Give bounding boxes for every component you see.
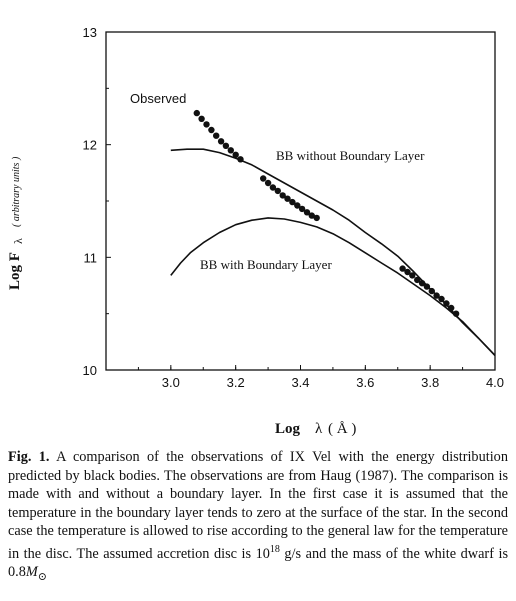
annotation-observed: Observed	[130, 91, 186, 106]
observed-point	[399, 265, 406, 272]
observed-point	[203, 121, 210, 128]
observed-point	[404, 268, 411, 276]
y-tick-label: 11	[84, 250, 98, 265]
observed-point	[269, 184, 277, 191]
caption-line-1: A comparison of the observations of IX V…	[56, 449, 435, 465]
observed-point	[448, 304, 455, 312]
annotation-bb-with: BB with Boundary Layer	[200, 257, 332, 272]
series-bb-with-boundary-layer	[170, 217, 496, 356]
x-axis-title: Log λ ( Å )	[275, 421, 356, 437]
series-bb-without-boundary-layer	[170, 148, 496, 356]
observed-point	[237, 156, 244, 163]
observed-point	[313, 214, 320, 222]
observed-point	[298, 205, 306, 213]
x-axis-ticks: 3.0 3.2 3.4 3.6 3.8 4.0	[137, 365, 504, 390]
x-tick-label: 3.0	[162, 375, 180, 390]
svg-text:( Å ): ( Å )	[328, 421, 356, 437]
figure-caption: Fig. 1. A comparison of the observations…	[8, 448, 508, 587]
observed-point	[198, 115, 205, 123]
observed-point	[260, 175, 267, 182]
observed-point	[279, 192, 286, 199]
svg-text:( arbitrary units ): ( arbitrary units )	[11, 156, 22, 227]
observed-point	[443, 300, 450, 307]
x-tick-label: 3.6	[356, 375, 374, 390]
observed-point	[428, 287, 435, 295]
observed-point	[227, 147, 234, 154]
observed-point	[433, 292, 440, 299]
caption-line-8: dwarf is 0.8	[8, 545, 509, 581]
caption-line-6: is allowed to rise according to the gene…	[8, 523, 509, 562]
observed-point	[264, 179, 272, 187]
svg-text:λ: λ	[315, 421, 323, 437]
caption-line-3: (1987). The comparison is made with and …	[8, 467, 509, 503]
svg-text:λ: λ	[11, 238, 25, 244]
observed-point	[423, 283, 431, 290]
observed-point	[418, 280, 426, 287]
x-tick-label: 3.8	[421, 375, 439, 390]
observed-point	[289, 198, 296, 206]
svg-text:Log F: Log F	[7, 252, 23, 290]
y-tick-label: 12	[83, 138, 97, 153]
y-tick-label: 13	[83, 25, 97, 40]
observed-point	[294, 202, 301, 209]
observed-point	[303, 209, 311, 216]
sun-icon: ⊙	[37, 571, 48, 584]
y-axis-title: Log F λ ( arbitrary units )	[7, 156, 25, 290]
caption-line-5: tends to zero at the surface of the star…	[8, 504, 508, 540]
plot-frame	[105, 31, 496, 371]
observed-point	[308, 212, 315, 219]
x-tick-label: 4.0	[486, 375, 504, 390]
observed-point	[193, 109, 200, 117]
observed-point	[438, 295, 445, 303]
observed-point	[452, 310, 460, 317]
chart: 3.0 3.2 3.4 3.6 3.8 4.0 10 11 12 13 Observed BB …	[7, 25, 504, 437]
observed-point	[208, 126, 215, 134]
caption-exponent: 18	[269, 543, 280, 555]
observed-points	[193, 109, 460, 317]
observed-point	[213, 132, 220, 139]
observed-point	[274, 187, 281, 195]
observed-point	[232, 151, 239, 158]
observed-point	[409, 272, 416, 279]
observed-point	[222, 142, 230, 149]
caption-mass-symbol: M	[25, 564, 38, 581]
figure-label: Fig. 1.	[8, 449, 50, 465]
observed-point	[284, 195, 291, 202]
caption-line-7: disc. The assumed accretion disc is 10	[45, 545, 270, 562]
caption-line-4: the first case it is assumed that the te…	[8, 486, 508, 521]
svg-text:Log: Log	[275, 421, 301, 437]
caption-line-2: distribution predicted by black bodies. …	[8, 449, 508, 484]
x-tick-label: 3.4	[291, 375, 309, 390]
y-axis-ticks: 10 11 12 13	[83, 25, 111, 378]
x-tick-label: 3.2	[227, 375, 245, 390]
caption-line-7b: g/s and the mass of the white	[279, 545, 457, 562]
observed-point	[414, 276, 421, 284]
y-tick-label: 10	[83, 363, 97, 378]
observed-point	[217, 138, 225, 145]
annotation-bb-without: BB without Boundary Layer	[276, 148, 425, 163]
curves	[170, 148, 496, 356]
